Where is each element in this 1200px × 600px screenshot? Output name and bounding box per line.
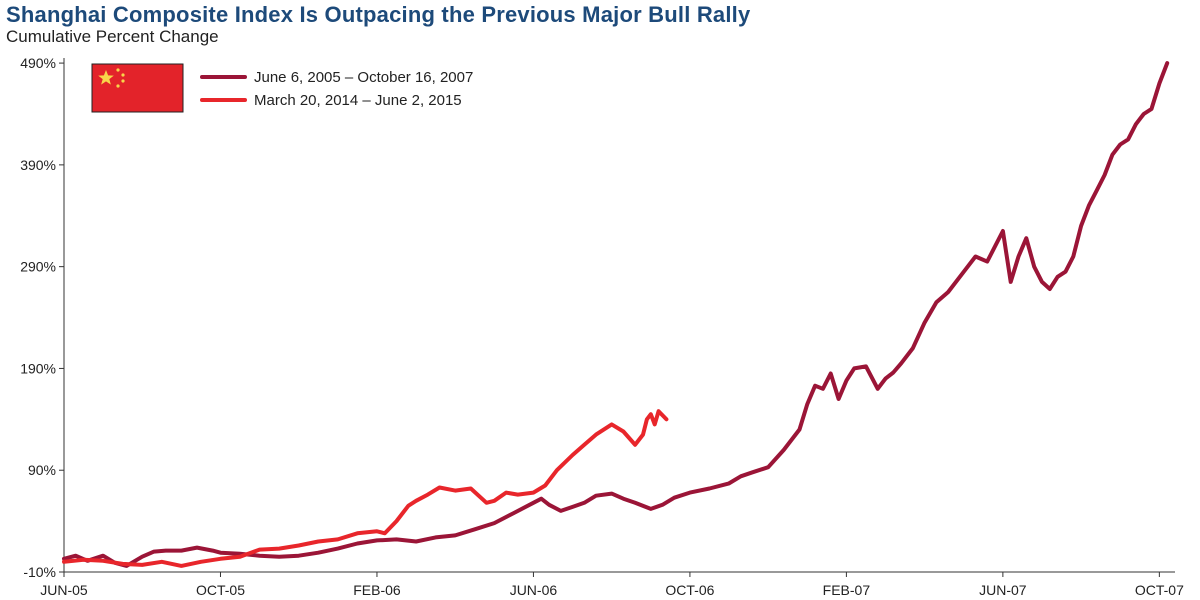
series-line-2014-2015 — [62, 409, 669, 568]
x-tick-label: FEB-07 — [823, 582, 871, 598]
series-line-2005-2007 — [62, 61, 1170, 568]
legend-label-2014-2015: March 20, 2014 – June 2, 2015 — [254, 92, 462, 109]
series-lines — [62, 61, 1170, 568]
y-tick-label: 90% — [28, 462, 56, 478]
x-tick-label: JUN-05 — [40, 582, 88, 598]
x-tick-label: OCT-07 — [1135, 582, 1184, 598]
chart-title: Shanghai Composite Index Is Outpacing th… — [6, 2, 751, 27]
y-tick-label: 290% — [20, 259, 56, 275]
x-tick-label: FEB-06 — [353, 582, 401, 598]
y-tick-label: 190% — [20, 360, 56, 376]
axes — [63, 58, 1175, 573]
y-tick-label: 490% — [20, 55, 56, 71]
legend-label-2005-2007: June 6, 2005 – October 16, 2007 — [254, 69, 473, 86]
legend: June 6, 2005 – October 16, 2007 March 20… — [91, 63, 473, 113]
chart-subtitle: Cumulative Percent Change — [6, 27, 219, 46]
x-tick-label: JUN-07 — [979, 582, 1027, 598]
y-tick-label: -10% — [23, 564, 56, 580]
y-tick-label: 390% — [20, 157, 56, 173]
x-axis-ticks: JUN-05 OCT-05 FEB-06 JUN-06 OCT-06 FEB-07 JUN-… — [40, 572, 1184, 598]
x-tick-label: OCT-06 — [665, 582, 714, 598]
y-axis-ticks: -10% 90% 190% 290% 390% 490% — [20, 55, 64, 580]
china-flag-icon — [91, 63, 184, 113]
x-tick-label: JUN-06 — [510, 582, 558, 598]
x-tick-label: OCT-05 — [196, 582, 245, 598]
